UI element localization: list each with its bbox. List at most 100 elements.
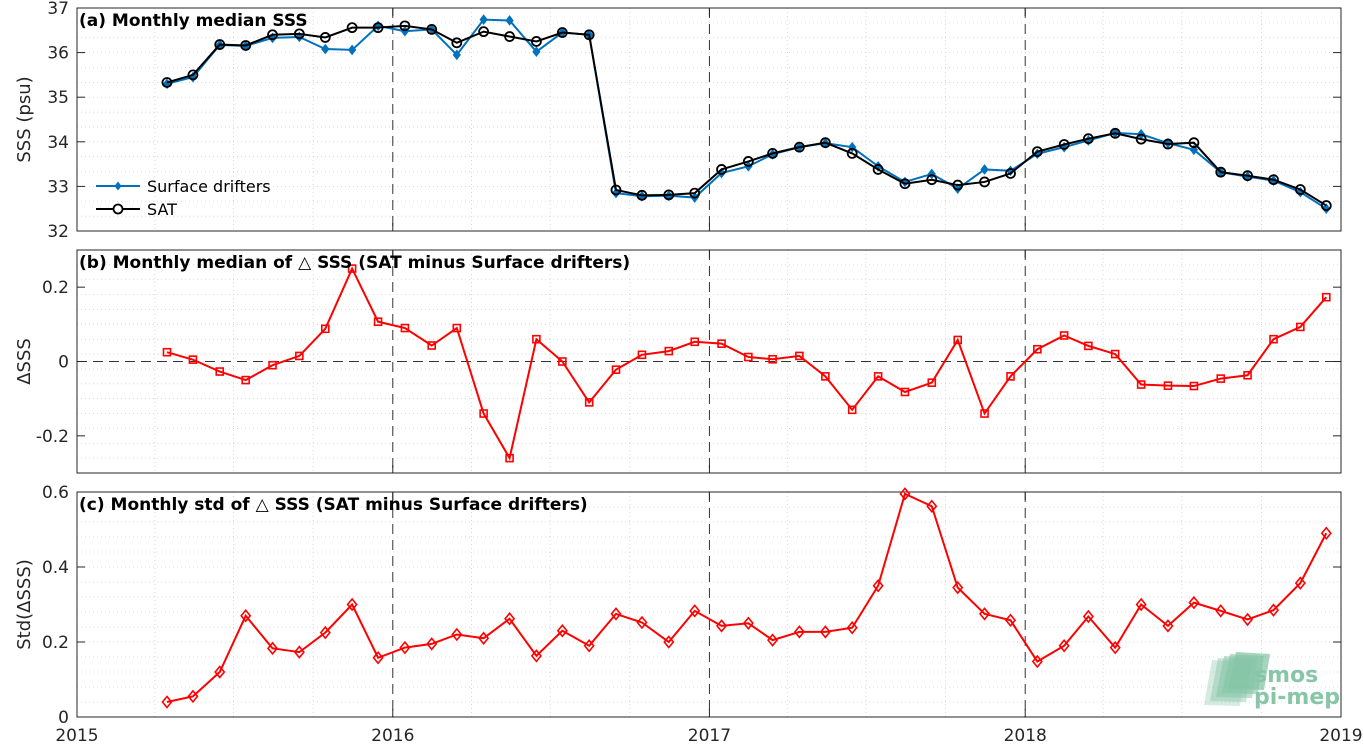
data-point [847,405,857,415]
data-point [530,649,542,663]
data-point [979,176,990,188]
data-point [1136,380,1146,389]
data-point [372,22,384,34]
data-point [293,28,305,40]
data-point [846,620,858,635]
data-point [980,409,989,418]
data-point [319,32,331,43]
x-tick-label: 2019 [1319,726,1362,745]
data-point [768,354,777,364]
data-point [846,147,858,159]
panel-b: -0.2 0 0.2 ΔSSS (b) Monthly median of △ SSS … [14,249,1342,474]
data-point [1163,381,1173,390]
data-point [1082,609,1094,624]
data-point [952,580,964,595]
legend-marker [114,181,122,191]
data-point [979,607,991,621]
data-point [531,36,542,47]
data-point [532,46,541,58]
data-point [717,339,726,348]
data-point [187,69,199,81]
data-point [426,637,438,651]
data-point [399,20,411,32]
data-point [1084,341,1093,351]
data-point [636,189,648,201]
y-axis-label: Std(ΔSSS) [14,559,35,650]
x-tick-label: 2015 [55,726,98,745]
data-point [1135,597,1147,612]
logo-text-smos: smos [1254,663,1318,688]
data-point [1162,138,1174,150]
data-point [372,650,384,665]
data-point [319,625,331,640]
y-tick-label: 37 [47,0,69,19]
panel-title: (c) Monthly std of △ SSS (SAT minus Surf… [79,495,588,515]
data-point [188,355,198,364]
panel-a: 32 33 34 35 36 37 SSS (psu) (a) Monthly median … [14,0,1342,242]
data-point [1006,372,1015,381]
logo-wave-shape [1228,652,1270,690]
y-tick-label: 0.2 [42,633,69,653]
logo-text-pi-mep: pi-mep [1254,685,1340,710]
y-tick-label: 0 [58,353,69,373]
data-point [295,351,304,361]
data-point [1322,203,1331,215]
data-point [267,29,278,41]
data-point [1135,133,1147,145]
data-point [689,604,701,618]
y-axis-label: ΔSSS [14,338,35,385]
data-point [767,633,779,647]
y-tick-label: 0.4 [42,558,69,578]
data-point [452,323,462,333]
data-point [742,156,754,167]
data-point [1215,604,1227,618]
data-point [663,189,675,201]
data-point [1267,603,1280,617]
data-point [215,367,225,376]
data-point [558,357,567,366]
data-point [716,164,727,175]
data-point [1110,349,1120,359]
data-point [240,40,252,51]
data-point [663,635,675,649]
legend-label: SAT [147,200,177,219]
y-tick-label: 35 [47,88,69,108]
data-point [478,26,490,38]
y-tick-label: 0 [58,708,69,728]
data-point [1005,168,1016,179]
data-point [505,15,514,26]
y-tick-label: 33 [47,177,69,197]
data-point [716,619,728,633]
data-point [583,638,595,653]
series-line [166,24,1327,207]
data-point [346,597,358,612]
series-line [166,18,1327,210]
x-tick-label: 2016 [371,726,414,745]
data-point [478,631,490,646]
data-point [900,387,910,397]
data-point [373,317,383,327]
data-point [1242,170,1253,182]
data-point [1082,133,1094,145]
data-point [767,147,778,159]
data-point [266,641,279,656]
data-point [1059,331,1069,340]
data-point [321,43,330,55]
data-point [214,39,226,50]
legend: Surface drifters SAT [96,177,271,219]
data-point [872,164,884,175]
data-point [161,695,173,709]
data-point [161,77,173,88]
data-point [1242,612,1254,627]
y-tick-label: 0.6 [42,483,69,503]
panel-title: (b) Monthly median of △ SSS (SAT minus S… [79,253,630,273]
data-point [821,372,830,381]
data-point [690,337,700,347]
data-point [793,625,805,639]
data-point [610,607,622,621]
data-point [532,334,541,344]
data-point [1004,613,1017,628]
data-point [479,14,488,25]
